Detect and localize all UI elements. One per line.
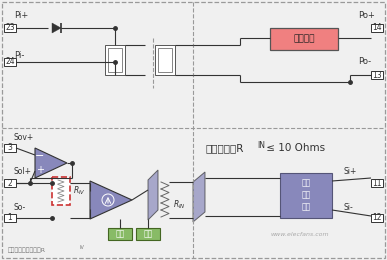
Text: Sov+: Sov+ [14,133,34,142]
Bar [136,228,160,240]
Bar [155,45,175,75]
Text: 2: 2 [8,179,12,187]
Text: Po-: Po- [358,57,371,67]
Text: IN: IN [257,141,265,150]
Bar [4,24,16,32]
Bar [4,179,16,187]
Polygon shape [52,23,61,33]
Text: Si+: Si+ [343,167,356,177]
Text: 保护: 保护 [301,191,311,199]
Bar [371,71,383,79]
Text: 23: 23 [5,23,15,32]
Bar [371,24,383,32]
Text: 11: 11 [372,179,382,187]
Bar [108,48,122,72]
Bar [108,228,132,240]
Text: 注：电流输出型中无R: 注：电流输出型中无R [8,247,46,253]
Text: Po+: Po+ [358,10,375,20]
Text: ≤ 10 Ohms: ≤ 10 Ohms [263,143,325,153]
Polygon shape [35,148,67,178]
Bar [371,179,383,187]
Polygon shape [193,172,205,222]
Text: +: + [36,165,44,175]
Text: 24: 24 [5,57,15,67]
Text: $R_{IV}$: $R_{IV}$ [73,185,86,197]
Text: 输入: 输入 [301,179,311,187]
Text: 增益: 增益 [143,230,152,238]
Text: 13: 13 [372,70,382,80]
Polygon shape [148,170,158,220]
Text: 电路: 电路 [301,203,311,211]
Bar [105,45,125,75]
Bar [158,48,172,72]
Text: Si-: Si- [343,204,353,212]
Text: 稳压电路: 稳压电路 [293,35,315,43]
Text: 12: 12 [372,213,382,223]
Text: 3: 3 [8,144,12,153]
Text: Sol+: Sol+ [14,167,32,177]
Polygon shape [90,181,132,219]
Bar [4,144,16,152]
Bar [270,28,338,50]
Text: IV: IV [80,245,85,250]
Text: 输入阱抗：R: 输入阱抗：R [205,143,243,153]
Text: 1: 1 [8,213,12,223]
Text: −: − [35,151,45,161]
Bar [371,214,383,222]
Text: Pi+: Pi+ [14,10,28,20]
Text: 偏置: 偏置 [115,230,125,238]
Bar [4,214,16,222]
Text: Pi-: Pi- [14,50,24,60]
Bar [52,177,70,205]
Bar [280,173,332,218]
Text: www.elecfans.com: www.elecfans.com [270,232,329,237]
Text: So-: So- [14,204,26,212]
Text: $R_{IN}$: $R_{IN}$ [173,199,186,211]
Text: 14: 14 [372,23,382,32]
Bar [4,58,16,66]
